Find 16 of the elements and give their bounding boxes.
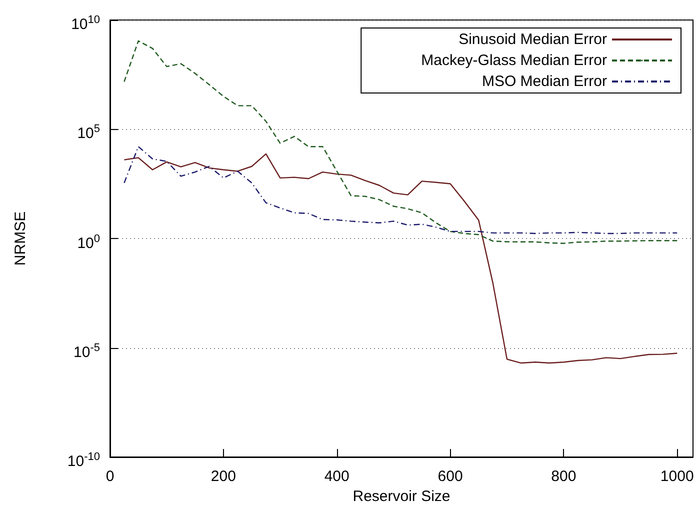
y-tick-label: 10$^{5}$ [77, 122, 100, 144]
x-axis-title: Reservoir Size [352, 488, 450, 505]
x-tick-label: 400 [324, 468, 350, 485]
x-tick-label: 0 [106, 468, 114, 485]
y-axis-title: NRMSE [12, 211, 29, 266]
x-tick-label: 800 [551, 468, 576, 485]
x-tick-label: 1000 [660, 468, 694, 485]
y-tick-label: 10$^{-10}$ [67, 450, 100, 471]
y-tick-label: 10$^{-5}$ [74, 340, 100, 362]
y-tick-label: 10$^{10}$ [71, 13, 100, 34]
legend-label: MSO Median Error [482, 73, 607, 90]
legend-label: Sinusoid Median Error [458, 31, 607, 48]
x-tick-label: 200 [210, 468, 236, 485]
legend-label: Mackey-Glass Median Error [421, 52, 607, 69]
x-tick-label: 600 [438, 468, 463, 485]
y-tick-label: 10$^{0}$ [77, 232, 100, 252]
